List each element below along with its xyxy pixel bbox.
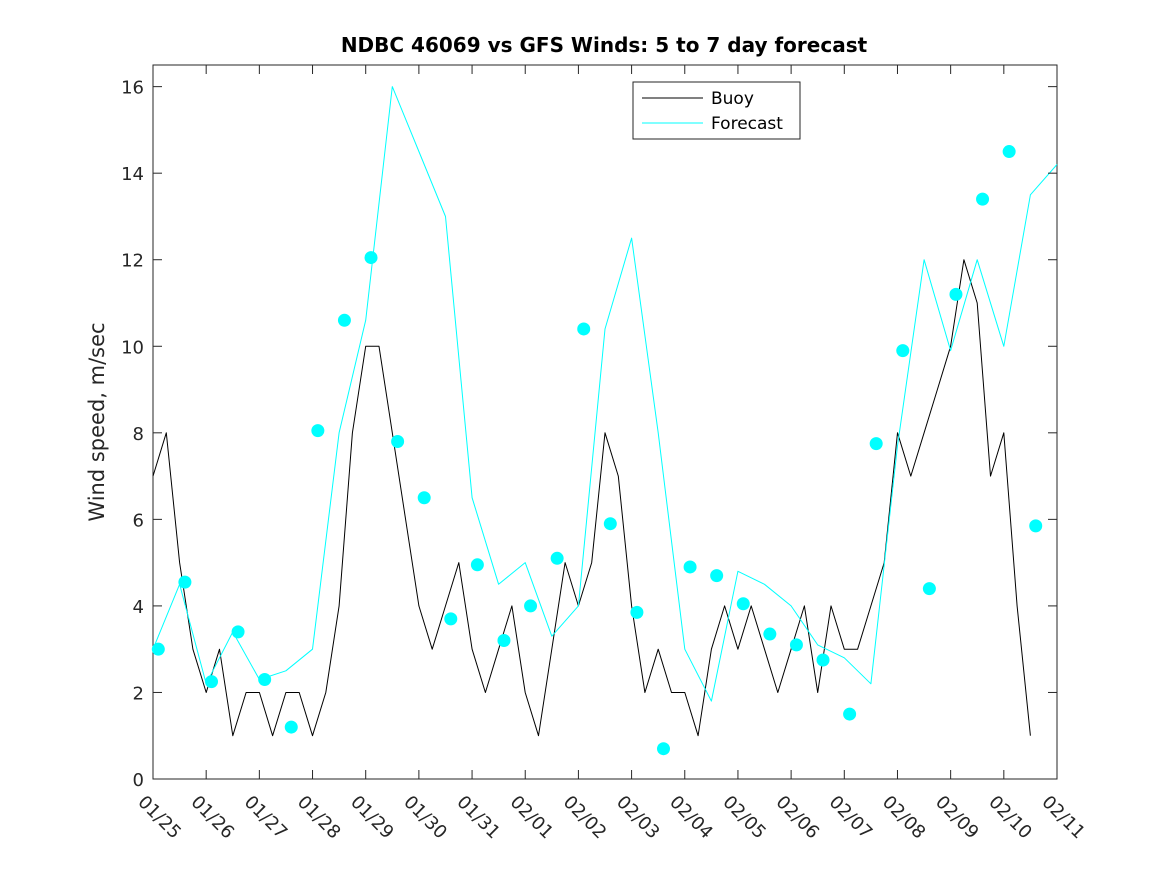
forecast-point <box>524 599 538 613</box>
y-tick-label: 14 <box>121 164 144 185</box>
y-tick-label: 0 <box>133 770 144 791</box>
forecast-point <box>311 424 325 438</box>
y-tick-label: 2 <box>133 683 144 704</box>
forecast-point <box>656 742 670 756</box>
axes-box <box>152 64 1058 780</box>
forecast-point <box>683 560 697 574</box>
forecast-point <box>337 313 351 327</box>
forecast-point <box>630 605 644 619</box>
forecast-point <box>843 707 857 721</box>
legend-box <box>632 81 801 140</box>
plot-area <box>151 64 1058 780</box>
forecast-point <box>869 437 883 451</box>
forecast-point <box>1002 145 1016 159</box>
forecast-point <box>763 627 777 641</box>
legend: Buoy Forecast <box>632 81 801 140</box>
legend-forecast-label: Forecast <box>711 114 783 134</box>
forecast-point <box>258 672 272 686</box>
forecast-point <box>976 192 990 206</box>
forecast-point <box>816 653 830 667</box>
chart-title: NDBC 46069 vs GFS Winds: 5 to 7 day fore… <box>341 33 868 57</box>
forecast-point <box>603 517 617 531</box>
series-line-forecast <box>152 86 1058 702</box>
forecast-point <box>391 434 405 448</box>
forecast-point <box>364 251 378 265</box>
y-axis-label: Wind speed, m/sec <box>85 322 109 521</box>
forecast-point <box>736 597 750 611</box>
y-tick-label: 6 <box>133 510 144 531</box>
y-tick-label: 16 <box>121 78 144 99</box>
forecast-point <box>949 287 963 301</box>
series-layer <box>152 86 1058 737</box>
y-tick-label: 12 <box>121 251 144 272</box>
y-axis: 0 2 4 6 8 10 12 14 16 <box>121 78 1057 791</box>
forecast-point <box>151 642 165 656</box>
y-tick-label: 10 <box>121 337 144 358</box>
points-layer <box>151 145 1043 756</box>
legend-buoy-label: Buoy <box>711 89 754 109</box>
forecast-point <box>444 612 458 626</box>
forecast-point <box>231 625 245 639</box>
y-tick-label: 4 <box>133 597 144 618</box>
forecast-point <box>178 575 192 589</box>
forecast-point <box>497 634 511 648</box>
forecast-point <box>1029 519 1043 533</box>
forecast-point <box>896 344 910 358</box>
y-tick-label: 8 <box>133 424 144 445</box>
forecast-point <box>470 558 484 572</box>
forecast-point <box>922 582 936 596</box>
forecast-point <box>550 551 564 565</box>
forecast-point <box>710 569 724 583</box>
forecast-point <box>789 638 803 652</box>
forecast-point <box>204 675 218 689</box>
forecast-point <box>417 491 431 505</box>
forecast-point <box>284 720 298 734</box>
forecast-point <box>577 322 591 336</box>
